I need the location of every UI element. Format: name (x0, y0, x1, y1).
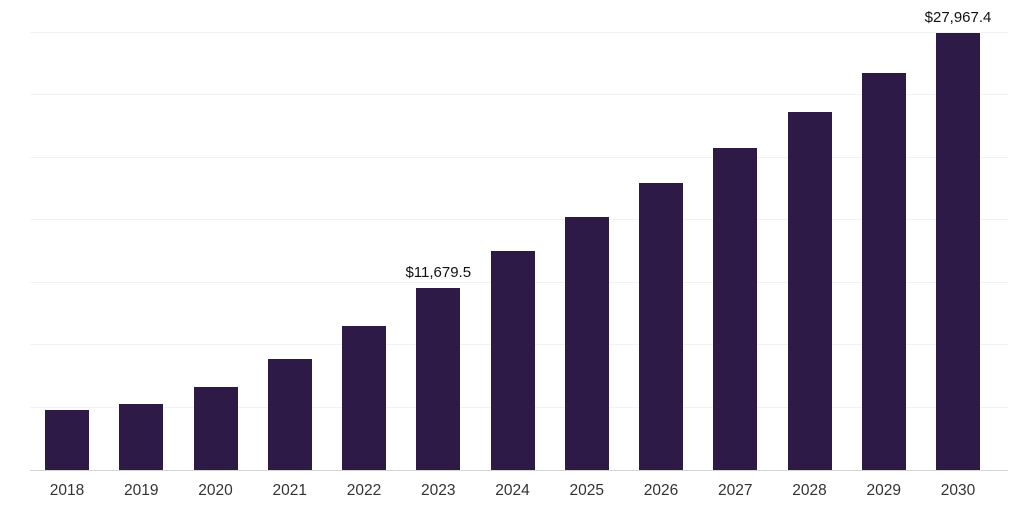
bar-column-2023: $11,679.5 2023 (405, 30, 471, 500)
x-tick-2018: 2018 (49, 482, 85, 499)
x-tick-2021: 2021 (272, 482, 307, 499)
bar-2018 (45, 409, 89, 470)
bar-2024 (490, 251, 535, 470)
bar-column-2018: 2018 (45, 30, 89, 499)
x-tick-2022: 2022 (346, 482, 382, 499)
bar-2026 (639, 182, 683, 470)
bar-2023 (416, 287, 461, 470)
value-label-2023: $11,679.5 (405, 263, 472, 281)
gridline (30, 156, 1008, 158)
bar-column-2024: 2024 (490, 30, 535, 499)
bar-2019 (119, 404, 164, 470)
bar-2028 (787, 112, 832, 470)
bar-column-2021: 2021 (267, 30, 312, 499)
bar-column-2028: 2028 (787, 30, 832, 499)
bar-2021 (267, 359, 312, 470)
bar-2030 (936, 33, 980, 470)
x-tick-2020: 2020 (198, 482, 233, 499)
value-label-2030: $27,967.4 (924, 9, 992, 26)
bar-column-2029: 2029 (861, 30, 906, 499)
bar-2027 (713, 148, 758, 470)
bar-column-2030: $27,967.4 2030 (925, 9, 992, 499)
bar-2029 (861, 73, 906, 470)
x-tick-2019: 2019 (124, 482, 159, 499)
x-tick-2029: 2029 (866, 482, 901, 499)
gridline (30, 219, 1008, 220)
x-axis-line (30, 470, 1008, 471)
x-tick-2025: 2025 (569, 482, 604, 499)
bar-column-2019: 2019 (119, 30, 164, 499)
x-tick-2030: 2030 (940, 482, 976, 499)
bar-column-2025: 2025 (564, 30, 609, 499)
x-tick-2028: 2028 (792, 482, 827, 499)
bar-column-2026: 2026 (639, 30, 683, 499)
bar-column-2027: 2027 (713, 30, 758, 499)
bar-2020 (193, 387, 238, 470)
plot-area: 2018 2019 2020 2021 2022 $11,679.5 2023 2024 202… (45, 9, 992, 500)
bar-column-2022: 2022 (342, 30, 386, 499)
x-tick-2024: 2024 (495, 482, 530, 499)
gridline (30, 94, 1008, 95)
bar-column-2020: 2020 (193, 30, 238, 499)
bar-2022 (342, 326, 386, 470)
bar-2025 (564, 216, 609, 470)
x-tick-2023: 2023 (421, 482, 456, 499)
x-tick-2027: 2027 (718, 482, 753, 499)
gridline (30, 31, 1008, 33)
x-tick-2026: 2026 (643, 482, 679, 499)
